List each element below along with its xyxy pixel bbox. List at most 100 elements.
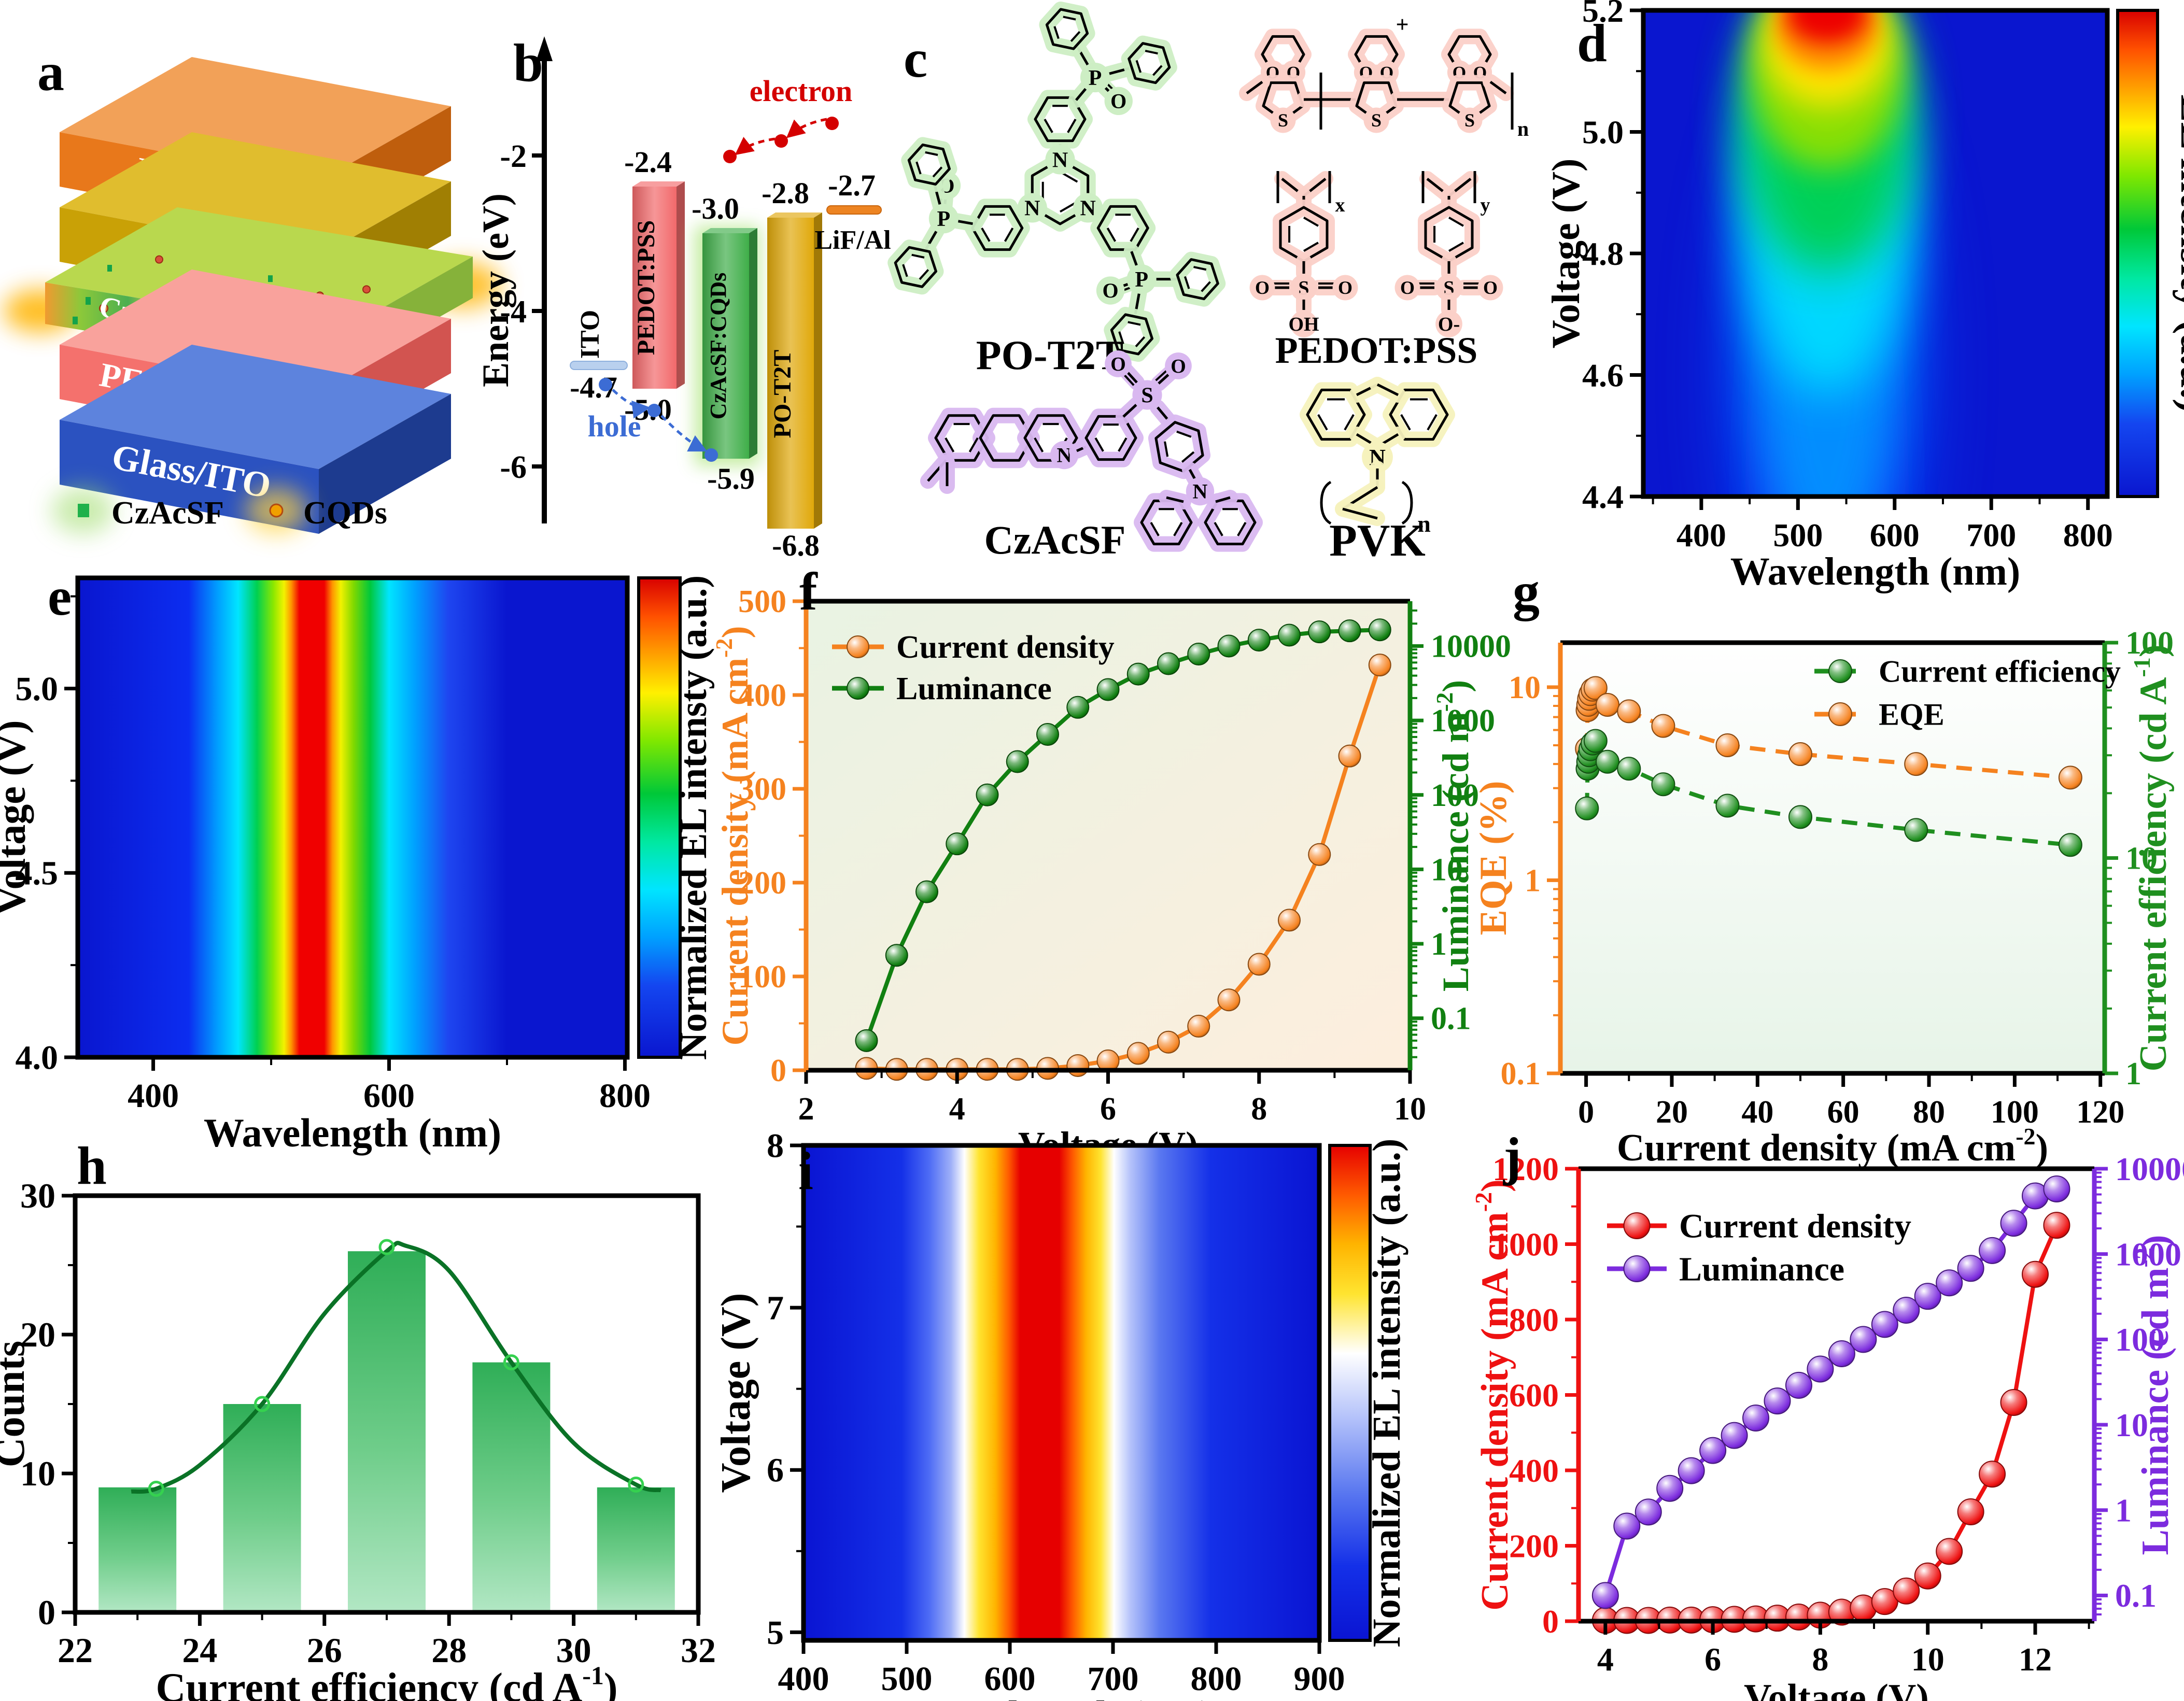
- svg-text:0: 0: [770, 1053, 786, 1088]
- svg-text:800: 800: [599, 1077, 651, 1115]
- panel-j-jvl-curve: j 4 6 8 10 12 0 200 400 600 800 1000 1200 0.1 1 10 100 1…: [1470, 1130, 2184, 1701]
- panel-f-jvl-curve: f 2 4 6 8 10 0 100 200 300 400 500 0.1 1 10 100 1000 100…: [711, 560, 1511, 1166]
- panel-h-letter: h: [77, 1136, 107, 1196]
- svg-text:P: P: [937, 207, 951, 231]
- svg-text:Wavelength (nm): Wavelength (nm): [1730, 550, 2020, 593]
- svg-text:100: 100: [738, 959, 786, 995]
- svg-text:CzAcSF: CzAcSF: [111, 495, 224, 531]
- svg-text:O-: O-: [1438, 314, 1460, 335]
- svg-text:-2.7: -2.7: [828, 168, 876, 202]
- panel-d-el-heatmap: d 400 500 600 700 800 4.4 4.6 4.8 5.0 5.2 Waveleng…: [1544, 0, 2184, 593]
- svg-text:6: 6: [767, 1452, 784, 1490]
- svg-text:7: 7: [767, 1289, 784, 1327]
- svg-text:electron: electron: [750, 74, 853, 108]
- svg-text:0.1: 0.1: [2115, 1577, 2157, 1614]
- svg-text:600: 600: [1870, 517, 1920, 554]
- svg-text:100: 100: [2115, 1321, 2165, 1358]
- svg-text:-4: -4: [500, 294, 527, 330]
- svg-text:400: 400: [738, 678, 786, 713]
- svg-text:-6.8: -6.8: [772, 529, 820, 562]
- svg-text:800: 800: [1509, 1301, 1559, 1338]
- svg-text:1000: 1000: [2115, 1236, 2181, 1272]
- svg-text:Normalized EL intensity (a.u.): Normalized EL intensity (a.u.): [1365, 1139, 1408, 1648]
- svg-text:EQE: EQE: [1879, 697, 1945, 731]
- svg-text:0: 0: [1578, 1095, 1594, 1130]
- svg-text:4: 4: [949, 1092, 965, 1127]
- svg-text:400: 400: [1509, 1452, 1559, 1489]
- svg-text:4: 4: [1597, 1641, 1614, 1678]
- svg-text:1: 1: [2115, 1492, 2132, 1529]
- svg-text:n: n: [1517, 117, 1529, 140]
- svg-text:Luminance: Luminance: [896, 671, 1052, 706]
- svg-text:5: 5: [767, 1614, 784, 1652]
- svg-text:PEDOT:PSS: PEDOT:PSS: [632, 220, 660, 355]
- svg-text:200: 200: [1509, 1527, 1559, 1564]
- svg-text:PO-T2T: PO-T2T: [769, 350, 796, 438]
- svg-text:-2.8: -2.8: [762, 176, 809, 210]
- svg-text:400: 400: [778, 1660, 829, 1698]
- svg-text:O: O: [1400, 277, 1415, 298]
- svg-text:8: 8: [1251, 1092, 1267, 1127]
- svg-text:4.4: 4.4: [1582, 478, 1624, 515]
- svg-text:-6: -6: [500, 450, 527, 485]
- svg-text:0.1: 0.1: [1431, 1001, 1471, 1037]
- svg-text:40: 40: [1741, 1095, 1773, 1130]
- panel-b-letter: b: [513, 33, 543, 93]
- svg-text:P: P: [1135, 268, 1148, 292]
- svg-text:Luminance (cd m-2): Luminance (cd m-2): [1432, 680, 1476, 991]
- svg-text:Voltage (V): Voltage (V): [0, 720, 34, 915]
- svg-text:N: N: [1080, 196, 1096, 220]
- svg-text:100: 100: [1991, 1095, 2039, 1130]
- svg-text:Wavelength (nm): Wavelength (nm): [204, 1110, 501, 1155]
- svg-text:1200: 1200: [1492, 1151, 1559, 1187]
- svg-text:Current density: Current density: [896, 630, 1115, 665]
- svg-text:OH: OH: [1288, 314, 1319, 335]
- svg-text:N: N: [1057, 444, 1072, 467]
- svg-text:PVK: PVK: [1329, 516, 1426, 566]
- svg-text:S: S: [1278, 110, 1288, 131]
- svg-text:0: 0: [38, 1593, 55, 1632]
- svg-text:0: 0: [1542, 1603, 1559, 1640]
- svg-text:O: O: [1483, 277, 1498, 298]
- svg-text:26: 26: [307, 1631, 342, 1670]
- svg-text:8: 8: [1812, 1641, 1828, 1678]
- svg-text:hole: hole: [587, 409, 641, 443]
- svg-text:6: 6: [1704, 1641, 1721, 1678]
- svg-text:EQE (%): EQE (%): [1472, 781, 1515, 935]
- svg-text:60: 60: [1827, 1095, 1859, 1130]
- svg-text:6: 6: [1100, 1092, 1116, 1127]
- svg-text:30: 30: [556, 1631, 591, 1670]
- panel-g-efficiency-curve: g 0 20 40 60 80 100 120 0.1 1 10 1 10 100 Current den…: [1472, 560, 2184, 1170]
- svg-text:Current efficiency (cd A-1): Current efficiency (cd A-1): [2129, 644, 2175, 1071]
- svg-text:20: 20: [20, 1315, 55, 1354]
- svg-text:PO-T2T: PO-T2T: [976, 333, 1123, 378]
- current-density-luminance-chart: 2 4 6 8 1001002003004005000.1110100100010000…: [711, 584, 1511, 1166]
- svg-text:Normalized EL intensty (a.u.): Normalized EL intensty (a.u.): [672, 575, 715, 1060]
- svg-text:S: S: [1141, 384, 1153, 407]
- svg-text:Current density (mA cm-2): Current density (mA cm-2): [711, 626, 756, 1045]
- svg-text:900: 900: [1294, 1660, 1345, 1698]
- svg-text:700: 700: [1088, 1660, 1139, 1698]
- svg-text:600: 600: [984, 1660, 1036, 1698]
- svg-text:600: 600: [363, 1077, 415, 1115]
- svg-text:PEDOT:PSS: PEDOT:PSS: [1275, 330, 1478, 371]
- svg-text:N: N: [1193, 480, 1208, 503]
- svg-text:Energy (eV): Energy (eV): [475, 193, 516, 387]
- svg-text:S: S: [1371, 110, 1382, 131]
- svg-text:10: 10: [1394, 1092, 1426, 1127]
- svg-text:1000: 1000: [1431, 703, 1495, 739]
- svg-text:800: 800: [2063, 517, 2113, 554]
- svg-text:10: 10: [20, 1454, 55, 1493]
- svg-text:O: O: [1171, 356, 1186, 377]
- svg-text:LiF/Al: LiF/Al: [814, 225, 891, 255]
- svg-text:4.6: 4.6: [1582, 357, 1624, 393]
- panel-g-letter: g: [1513, 562, 1540, 621]
- svg-text:S: S: [1464, 110, 1475, 131]
- svg-text:4.0: 4.0: [16, 1039, 59, 1076]
- svg-text:4.5: 4.5: [16, 855, 59, 892]
- svg-text:Voltage (V): Voltage (V): [713, 1293, 759, 1493]
